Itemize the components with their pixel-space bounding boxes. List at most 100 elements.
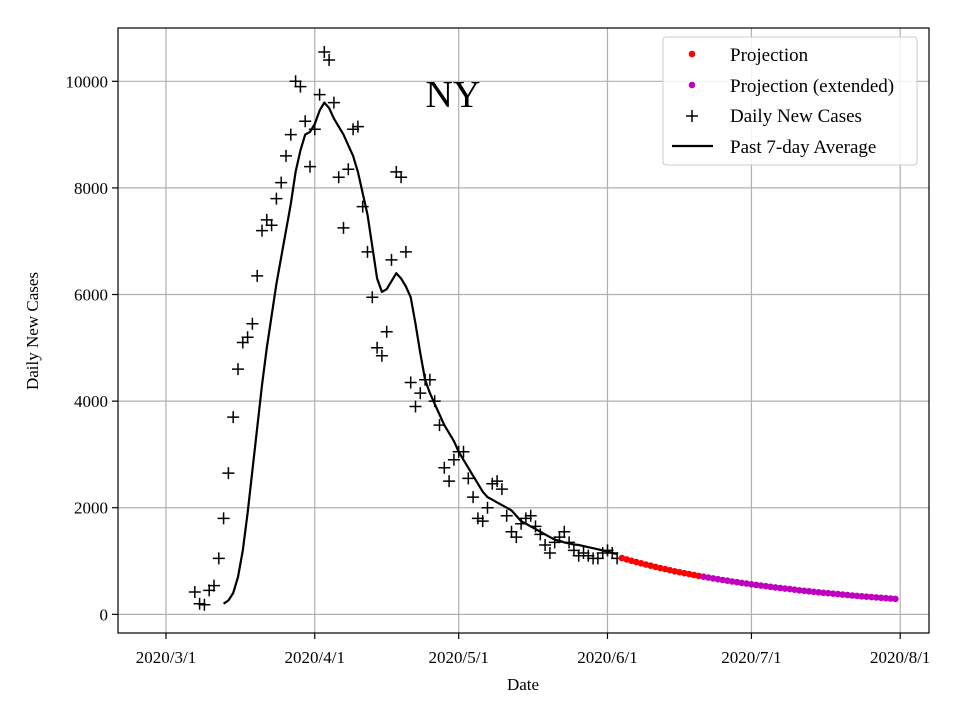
daily-case-point: [409, 400, 422, 413]
daily-case-point: [232, 363, 244, 376]
x-tick-label: 2020/5/1: [428, 648, 488, 667]
projection-extended-point: [829, 590, 837, 597]
daily-case-point: [318, 46, 331, 58]
projection-markers: [618, 554, 702, 580]
chart-title: NY: [426, 74, 481, 116]
projection-extended-point: [820, 589, 827, 597]
daily-case-point: [563, 536, 576, 549]
daily-case-point: [323, 54, 336, 66]
daily-case-point: [491, 475, 504, 488]
legend-marker-projection-extended: [688, 81, 696, 89]
daily-case-point: [342, 163, 355, 176]
legend-marker-daily-cases: [686, 110, 698, 122]
daily-case-point: [270, 192, 283, 205]
daily-case-point: [476, 515, 489, 528]
daily-case-point: [212, 552, 225, 565]
daily-case-point: [577, 547, 590, 559]
daily-case-point: [395, 171, 408, 184]
daily-case-point: [256, 224, 268, 237]
daily-case-point: [208, 579, 220, 592]
daily-case-point: [524, 509, 537, 522]
projection-extended-point: [810, 588, 818, 596]
daily-cases-markers: [188, 46, 624, 611]
daily-case-point: [275, 176, 288, 189]
daily-case-point: [591, 552, 604, 565]
average-line-layer: [222, 101, 618, 605]
projection-extended-point: [877, 594, 885, 602]
daily-case-point: [236, 336, 249, 349]
daily-case-point: [337, 221, 350, 234]
daily-case-point: [371, 341, 384, 354]
projection-extended-point: [815, 589, 822, 596]
projection-extended-point: [786, 585, 794, 593]
y-tick-label: 8000: [74, 179, 108, 198]
projection-extended-point: [805, 588, 813, 595]
daily-case-point: [294, 80, 307, 93]
daily-case-point: [385, 253, 398, 266]
projection-extended-point: [853, 592, 861, 600]
projection-extended-point: [858, 593, 866, 600]
daily-case-point: [227, 411, 240, 424]
daily-case-point: [265, 219, 278, 232]
y-tick-label: 10000: [66, 72, 109, 91]
daily-case-point: [462, 472, 475, 485]
daily-case-point: [505, 525, 518, 538]
daily-case-point: [510, 531, 523, 544]
daily-case-point: [188, 586, 201, 598]
projection-extended-point: [791, 586, 798, 593]
x-tick-label: 2020/8/1: [870, 648, 930, 667]
daily-case-point: [260, 213, 273, 226]
daily-case-point: [457, 445, 470, 458]
daily-case-point: [543, 547, 556, 559]
daily-case-point: [567, 544, 580, 557]
daily-case-point: [193, 597, 206, 610]
projection-extended-point: [781, 585, 789, 592]
daily-case-point: [390, 165, 403, 178]
daily-case-point: [553, 531, 566, 544]
daily-case-point: [332, 171, 345, 184]
projection-extended-point: [887, 595, 894, 602]
y-tick-label: 2000: [74, 499, 108, 518]
legend-box: [662, 36, 918, 166]
legend-marker-projection: [688, 50, 696, 58]
projection-extended-point: [776, 584, 784, 592]
daily-case-point: [308, 123, 321, 136]
daily-case-point: [380, 325, 393, 338]
x-tick-label: 2020/6/1: [577, 648, 637, 667]
projection-extended-point: [772, 584, 779, 591]
daily-case-point: [299, 115, 312, 128]
daily-case-point: [539, 539, 552, 551]
projection-extended-point: [872, 594, 880, 601]
legend: Projection Projection (extended) Daily N…: [662, 36, 918, 166]
x-tick-label: 2020/4/1: [285, 648, 345, 667]
daily-case-point: [327, 96, 340, 109]
projection-extended-point: [848, 592, 856, 599]
daily-case-point: [471, 512, 484, 525]
daily-case-point: [423, 373, 436, 386]
daily-case-point: [582, 549, 595, 562]
daily-case-point: [375, 349, 388, 362]
daily-case-point: [447, 453, 460, 466]
daily-case-point: [414, 387, 427, 400]
legend-label-projection-extended: Projection (extended): [730, 76, 894, 97]
projection-extended-point: [800, 587, 808, 595]
projection-extended-point: [892, 595, 899, 603]
y-axis-label: Daily New Cases: [23, 272, 42, 390]
projection-extended-point: [757, 582, 765, 589]
daily-case-point: [284, 128, 297, 141]
x-axis-label: Date: [507, 675, 539, 694]
projection-extended-point: [796, 587, 803, 594]
daily-case-point: [606, 547, 619, 559]
legend-label-projection: Projection: [730, 45, 809, 66]
daily-case-point: [495, 483, 508, 496]
projection-extended-point: [863, 593, 870, 600]
daily-case-point: [356, 200, 369, 213]
projection-extended-point: [868, 593, 875, 601]
daily-case-point: [486, 477, 499, 490]
daily-case-point: [366, 291, 379, 304]
daily-case-point: [428, 395, 441, 408]
projection-extended-point: [882, 594, 890, 602]
daily-case-point: [198, 598, 211, 611]
average-line: [222, 101, 618, 605]
daily-case-point: [438, 461, 451, 474]
